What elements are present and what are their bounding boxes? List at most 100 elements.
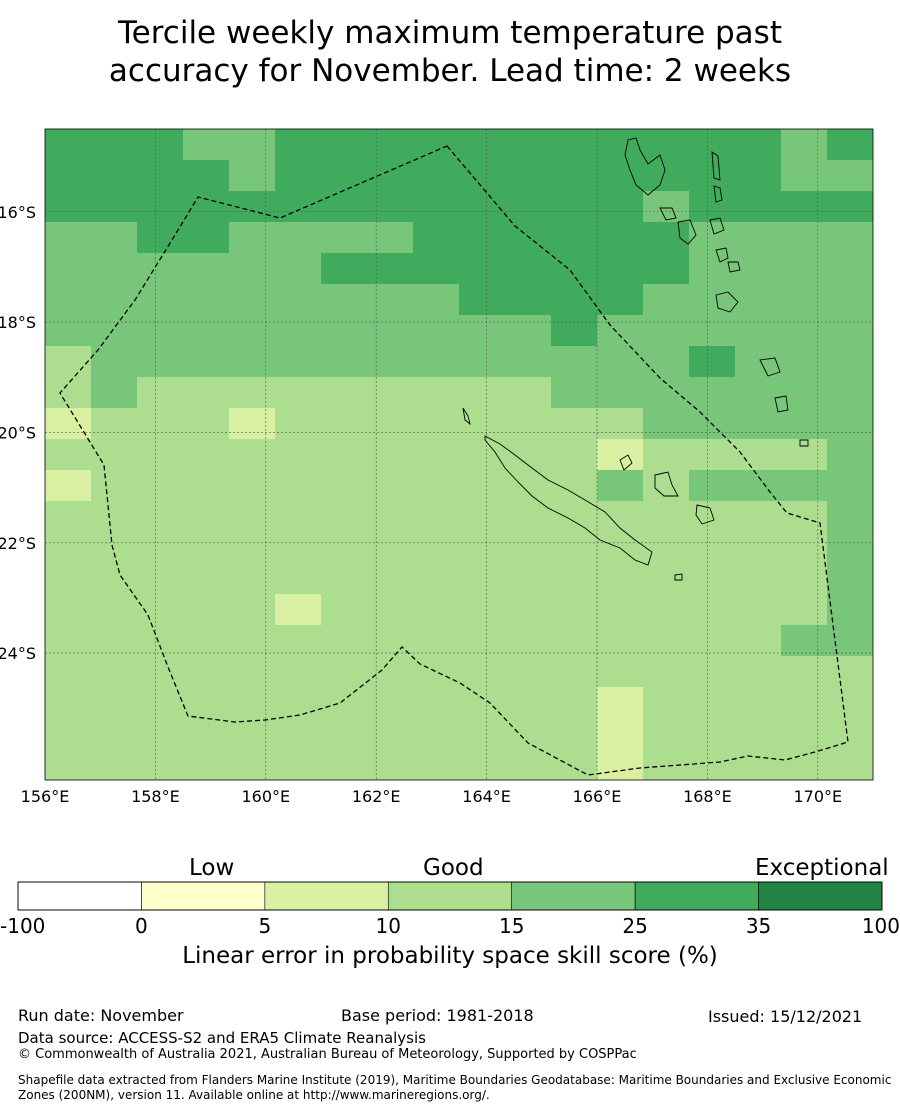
grid-cell — [229, 222, 275, 253]
grid-cell — [137, 439, 183, 470]
matthew-island — [799, 439, 809, 447]
grid-cell — [551, 191, 597, 222]
grid-cell — [643, 160, 689, 191]
grid-cell — [91, 408, 137, 439]
grid-cell — [321, 563, 367, 594]
grid-cell — [781, 687, 827, 718]
grid-cell — [229, 656, 275, 687]
grid-cell — [45, 718, 91, 749]
grid-cell — [137, 191, 183, 222]
grid-cell — [321, 377, 367, 408]
grid-cell — [643, 377, 689, 408]
grid-cell — [367, 160, 413, 191]
grid-cell — [689, 501, 735, 532]
grid-cell — [413, 346, 459, 377]
grid-cell — [367, 377, 413, 408]
grid-cell — [735, 594, 781, 625]
grid-cell — [551, 625, 597, 656]
grid-cell — [183, 439, 229, 470]
grid-cell — [689, 625, 735, 656]
grid-cell — [459, 315, 505, 346]
grid-cell — [643, 129, 689, 160]
lon-tick-label: 168°E — [683, 787, 732, 806]
grid-cell — [597, 191, 643, 222]
grid-cell — [459, 563, 505, 594]
grid-cell — [643, 656, 689, 687]
latitude-labels: 16°S 18°S 20°S 22°S 24°S — [0, 203, 36, 663]
grid-cell — [183, 160, 229, 191]
grid-cell — [229, 439, 275, 470]
grid-cell — [45, 594, 91, 625]
colorbar — [17, 881, 883, 911]
grid-cell — [597, 625, 643, 656]
grid-cell — [643, 191, 689, 222]
grid-cell — [827, 563, 873, 594]
grid-cell — [551, 470, 597, 501]
grid-cell — [689, 718, 735, 749]
vanuatu-island-b — [715, 247, 729, 263]
grid-cell — [137, 625, 183, 656]
grid-cell — [781, 470, 827, 501]
grid-cell — [413, 408, 459, 439]
data-source: Data source: ACCESS-S2 and ERA5 Climate … — [18, 1029, 426, 1047]
grid-cell — [689, 532, 735, 563]
grid-cell — [459, 718, 505, 749]
vanuatu-efate — [677, 219, 697, 245]
grid-cell — [781, 625, 827, 656]
grid-cell — [275, 501, 321, 532]
grid-cell — [597, 501, 643, 532]
grid-cell — [275, 687, 321, 718]
grid-cell — [781, 656, 827, 687]
grid-cell — [321, 532, 367, 563]
grid-cell — [183, 408, 229, 439]
grid-cell — [597, 346, 643, 377]
grid-cell — [413, 749, 459, 780]
grid-cell — [183, 656, 229, 687]
grid-cell — [275, 594, 321, 625]
lon-tick-label: 160°E — [241, 787, 290, 806]
grid-cell — [735, 687, 781, 718]
grid-cell — [229, 160, 275, 191]
grid-cell — [91, 439, 137, 470]
grid-cell — [367, 687, 413, 718]
grid-cell — [781, 594, 827, 625]
grid-cell — [137, 408, 183, 439]
grid-cell — [183, 563, 229, 594]
lon-tick-label: 170°E — [793, 787, 842, 806]
grid-cell — [827, 439, 873, 470]
grid-cell — [459, 129, 505, 160]
grid-cell — [321, 439, 367, 470]
grid-cell — [459, 346, 505, 377]
lat-tick-label: 24°S — [0, 644, 36, 663]
grid-cell — [551, 129, 597, 160]
grid-cell — [91, 191, 137, 222]
grid-cell — [413, 501, 459, 532]
grid-cell — [229, 563, 275, 594]
grid-cell — [413, 625, 459, 656]
lat-tick-label: 20°S — [0, 423, 36, 442]
graticule — [45, 129, 873, 780]
grid-cell — [735, 563, 781, 594]
grid-cell — [505, 532, 551, 563]
grid-cell — [275, 563, 321, 594]
category-exceptional: Exceptional — [755, 855, 889, 881]
grid-cell — [597, 222, 643, 253]
grid-cell — [183, 470, 229, 501]
grid-cell — [229, 594, 275, 625]
grid-cell — [367, 253, 413, 284]
grid-cell — [689, 160, 735, 191]
grid-cell — [91, 160, 137, 191]
grid-cell — [643, 408, 689, 439]
grid-cell — [321, 315, 367, 346]
grid-cell — [643, 284, 689, 315]
grid-cell — [505, 501, 551, 532]
grid-cell — [735, 315, 781, 346]
colorbar-segment — [17, 881, 142, 911]
colorbar-label: Linear error in probability space skill … — [182, 943, 718, 969]
grid-cell — [505, 749, 551, 780]
grid-cell — [827, 346, 873, 377]
grid-cell — [413, 160, 459, 191]
grid-cell — [643, 594, 689, 625]
grid-cell — [551, 315, 597, 346]
grid-cell — [321, 346, 367, 377]
